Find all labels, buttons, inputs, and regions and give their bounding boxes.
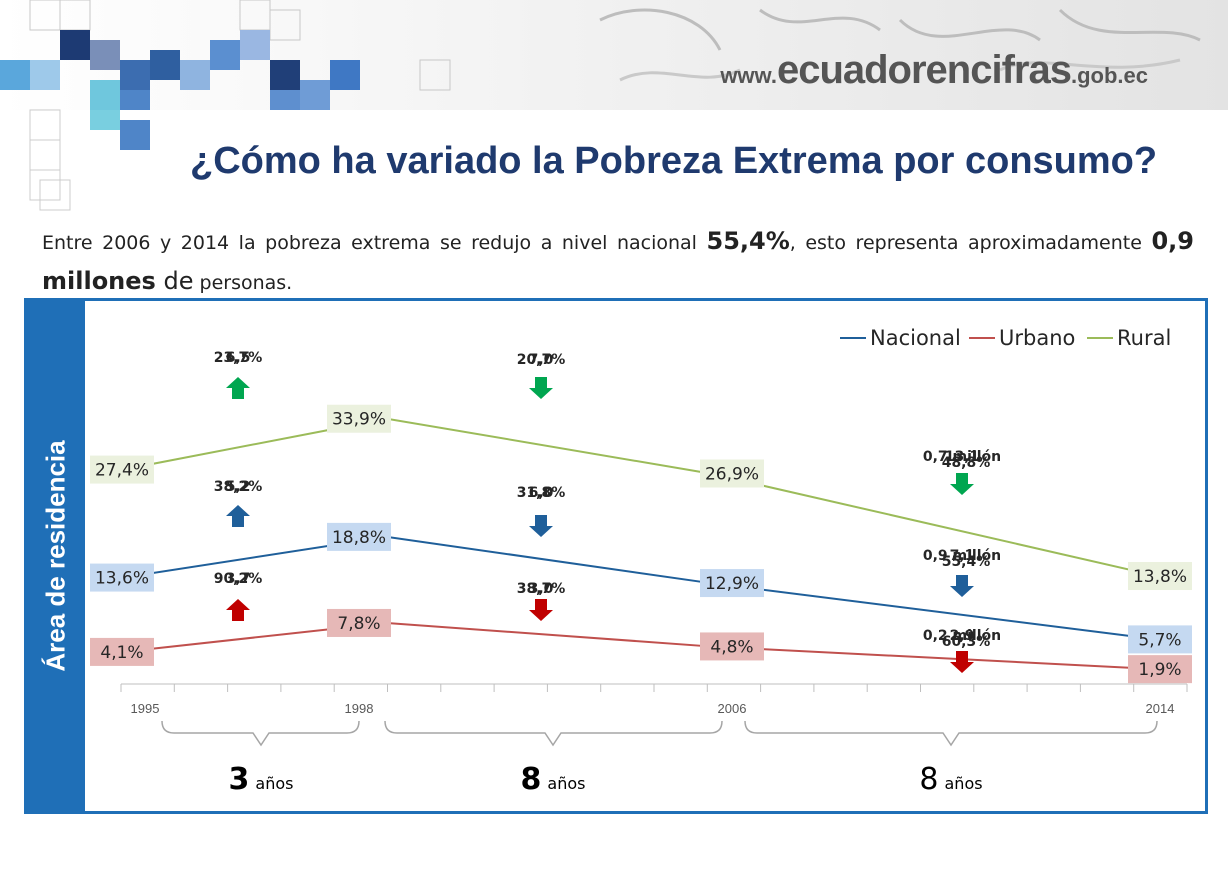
chart-panel: Área de residencia 1995 1998 2006 2014 13,6%… (24, 298, 1208, 814)
change-value: 3,7 (226, 571, 251, 587)
intro-text-2: , esto representa aproximadamente (789, 232, 1152, 254)
data-label-bg-urbano (1128, 655, 1192, 684)
change-arrow-down (950, 651, 974, 673)
series-line-urbano (122, 621, 1158, 671)
series-line-rural (122, 417, 1158, 577)
data-label-nacional: 13,6% (95, 569, 149, 589)
data-label-nacional: 18,8% (332, 528, 386, 548)
change-percent: 31,8% (517, 485, 566, 501)
change-value: 3,0 (529, 581, 554, 597)
change-value: 0,2 millón (923, 628, 1001, 644)
change-arrow-up (226, 505, 250, 527)
change-value: 5,2 (226, 479, 251, 495)
change-arrow-down (529, 599, 553, 621)
data-label-urbano: 4,8% (710, 637, 753, 657)
site-domain: ecuadorencifras (776, 48, 1072, 92)
x-tick-label-1995: 1995 (131, 701, 160, 716)
change-percent: 38,2% (214, 479, 263, 495)
data-label-bg-nacional (327, 522, 391, 551)
intro-text-4: personas. (193, 272, 293, 294)
change-percent-period: 60,3% (942, 634, 991, 650)
change-percent: 20,7% (517, 352, 566, 368)
intro-text-3: de (155, 267, 194, 295)
x-tick-label-2014: 2014 (1146, 701, 1175, 716)
data-label-bg-urbano (327, 608, 391, 637)
change-percent: 13,1 (945, 449, 980, 465)
cube-pattern-graphic (0, 0, 1201, 110)
data-label-urbano: 4,1% (100, 643, 143, 663)
change-percent: 38,7% (517, 581, 566, 597)
change-arrow-down (950, 473, 974, 495)
data-label-bg-urbano (90, 637, 154, 666)
period-label: 8 años (521, 762, 586, 797)
x-tick-label-1998: 1998 (345, 701, 374, 716)
data-label-bg-rural (327, 404, 391, 433)
cube-pattern-lower (29, 110, 150, 211)
data-label-rural: 27,4% (95, 461, 149, 481)
change-value: 0,7 millón (923, 449, 1001, 465)
data-label-bg-nacional (1128, 625, 1192, 654)
legend-label-nacional: Nacional (870, 326, 961, 350)
change-arrow-down (529, 515, 553, 537)
data-label-bg-rural (700, 459, 764, 488)
period-brace (384, 720, 723, 747)
data-label-bg-rural (1128, 562, 1192, 591)
data-label-rural: 33,9% (332, 410, 386, 430)
period-years-unit: años (945, 774, 983, 793)
poverty-line-chart: 1995 1998 2006 2014 13,6% 18,8% 12,9% 5,7% 4,1% 7… (90, 326, 1192, 797)
site-suffix: .gob.ec (1070, 63, 1148, 88)
data-label-nacional: 12,9% (705, 574, 759, 594)
change-percent-period: 55,4% (942, 554, 991, 570)
header-banner: www.ecuadorencifras.gob.ec (0, 0, 1228, 110)
data-label-rural: 13,8% (1133, 567, 1187, 587)
period-years-unit: años (255, 774, 293, 793)
data-label-urbano: 7,8% (337, 614, 380, 634)
change-arrow-down (529, 377, 553, 399)
change-arrow-up (226, 599, 250, 621)
intro-paragraph: Entre 2006 y 2014 la pobreza extrema se … (42, 222, 1194, 302)
intro-text-1: Entre 2006 y 2014 la pobreza extrema se … (42, 232, 707, 254)
change-arrow-down (950, 575, 974, 597)
legend-label-rural: Rural (1117, 326, 1171, 350)
period-years-number: 3 (229, 762, 250, 797)
period-label: 8 años (919, 762, 982, 797)
change-percent: 7,1 (950, 548, 975, 564)
data-label-nacional: 5,7% (1138, 630, 1181, 650)
site-prefix: www. (720, 63, 777, 88)
series-line-nacional (122, 535, 1158, 641)
change-arrow-up (226, 377, 250, 399)
intro-highlight-millions: 0,9 millones (42, 227, 1194, 295)
change-percent: 23,7% (214, 350, 263, 366)
data-label-bg-nacional (90, 563, 154, 592)
period-brace (161, 720, 360, 747)
legend-label-urbano: Urbano (999, 326, 1075, 350)
change-percent: 2,9 (950, 628, 975, 644)
data-label-bg-urbano (700, 632, 764, 661)
change-percent-period: 48,8% (942, 455, 991, 471)
site-url: www.ecuadorencifras.gob.ec (720, 48, 1148, 93)
data-label-rural: 26,9% (705, 465, 759, 485)
period-years-unit: años (547, 774, 585, 793)
period-years-number: 8 (919, 762, 938, 797)
period-label: 3 años (229, 762, 294, 797)
period-brace (744, 720, 1158, 747)
x-tick-label-2006: 2006 (718, 701, 747, 716)
intro-highlight-percent: 55,4% (706, 227, 790, 255)
data-label-urbano: 1,9% (1138, 660, 1181, 680)
change-value: 6,5 (226, 350, 251, 366)
period-years-number: 8 (521, 762, 542, 797)
data-label-bg-rural (90, 455, 154, 484)
page-title: ¿Cómo ha variado la Pobreza Extrema por … (190, 140, 1158, 182)
residence-sidebar: Área de residencia (27, 301, 85, 811)
change-value: 0,9 millón (923, 548, 1001, 564)
change-value: 6,0 (529, 485, 554, 501)
change-percent: 90,2% (214, 571, 263, 587)
data-label-bg-nacional (700, 569, 764, 598)
change-value: 7,0 (529, 352, 554, 368)
